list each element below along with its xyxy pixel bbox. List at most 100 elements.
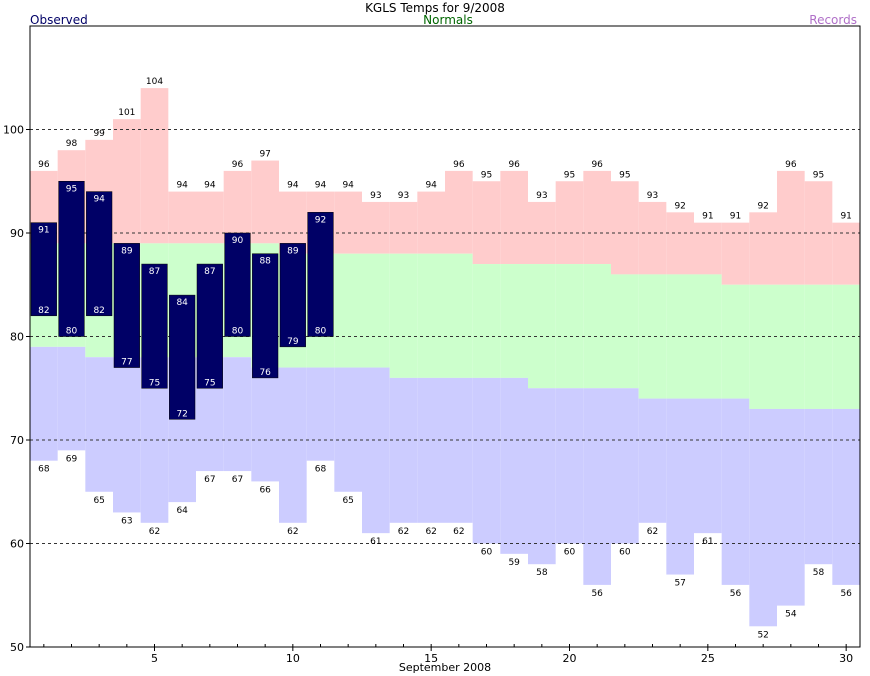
observed-low-label: 76 xyxy=(259,368,271,378)
record-low-band xyxy=(777,408,805,606)
record-low-label: 61 xyxy=(702,537,713,547)
observed-low-label: 79 xyxy=(287,337,299,347)
normal-band xyxy=(721,284,750,399)
observed-low-label: 77 xyxy=(121,358,132,368)
observed-high-label: 84 xyxy=(176,298,188,308)
observed-high-label: 95 xyxy=(66,184,77,194)
record-high-band xyxy=(445,170,473,254)
observed-high-label: 88 xyxy=(259,257,271,267)
record-low-band xyxy=(85,357,113,492)
record-low-label: 68 xyxy=(315,465,327,475)
normal-band xyxy=(445,253,473,378)
record-high-label: 94 xyxy=(425,181,437,191)
record-low-label: 65 xyxy=(342,496,353,506)
record-low-label: 62 xyxy=(453,527,464,537)
record-high-label: 94 xyxy=(204,181,216,191)
record-high-band xyxy=(196,191,224,244)
record-low-band xyxy=(749,408,777,627)
record-high-band xyxy=(472,181,501,265)
record-high-band xyxy=(638,201,667,275)
value-labels-layer: 96 68 98 69 99 65 101 63 104 62 94 64 94 67 96 67 97 66 94… xyxy=(38,77,852,640)
record-low-label: 61 xyxy=(370,537,381,547)
x-tick-label: 30 xyxy=(839,652,853,665)
normal-band xyxy=(389,253,418,378)
normal-band xyxy=(417,253,445,378)
record-high-band xyxy=(777,170,805,285)
record-high-label: 104 xyxy=(146,77,163,87)
grid-layer xyxy=(30,129,860,544)
record-high-label: 97 xyxy=(259,150,270,160)
record-low-band xyxy=(223,357,252,472)
record-high-label: 93 xyxy=(536,191,547,201)
record-high-label: 92 xyxy=(757,201,768,211)
normal-band xyxy=(528,264,556,389)
record-low-label: 52 xyxy=(757,630,768,640)
chart-title: KGLS Temps for 9/2008 xyxy=(365,1,505,15)
record-high-band xyxy=(583,170,611,265)
observed-bar xyxy=(113,243,140,368)
record-high-label: 96 xyxy=(508,160,520,170)
record-high-band xyxy=(417,191,445,254)
record-low-band xyxy=(57,346,86,451)
record-low-band xyxy=(611,388,639,544)
record-low-label: 68 xyxy=(38,465,50,475)
record-high-label: 93 xyxy=(647,191,658,201)
normal-band xyxy=(749,284,777,409)
record-high-band xyxy=(666,212,694,275)
record-low-label: 54 xyxy=(785,610,797,620)
record-high-label: 92 xyxy=(674,201,685,211)
record-high-label: 98 xyxy=(66,139,78,149)
record-high-label: 94 xyxy=(287,181,299,191)
x-tick-label: 15 xyxy=(424,652,438,665)
record-high-label: 99 xyxy=(93,129,105,139)
y-tick-label: 100 xyxy=(3,124,24,137)
record-low-band xyxy=(804,408,833,565)
record-high-band xyxy=(168,191,196,244)
observed-low-label: 82 xyxy=(93,306,104,316)
normal-band xyxy=(804,284,833,409)
record-low-band xyxy=(583,388,611,585)
record-low-label: 62 xyxy=(287,527,298,537)
normal-band xyxy=(334,253,362,368)
record-high-band xyxy=(500,170,528,265)
observed-high-label: 89 xyxy=(121,246,133,256)
record-low-label: 60 xyxy=(564,548,576,558)
y-tick-label: 60 xyxy=(10,538,24,551)
record-high-label: 96 xyxy=(453,160,465,170)
observed-bar xyxy=(307,212,334,337)
observed-bar xyxy=(30,222,57,317)
record-low-band xyxy=(832,408,860,585)
record-high-band xyxy=(555,181,584,265)
observed-bars-layer: 91 82 95 80 94 82 89 77 87 75 84 72 87 75 90 80 88 76 89 79… xyxy=(30,181,334,420)
observed-high-label: 87 xyxy=(204,267,215,277)
record-high-label: 94 xyxy=(315,181,327,191)
observed-high-label: 90 xyxy=(232,236,244,246)
legend-normals: Normals xyxy=(423,13,473,27)
observed-low-label: 80 xyxy=(66,327,78,337)
record-high-label: 96 xyxy=(38,160,50,170)
record-low-label: 56 xyxy=(840,589,852,599)
record-low-band xyxy=(334,367,362,492)
record-high-band xyxy=(389,201,418,254)
record-low-label: 63 xyxy=(121,516,132,526)
x-tick-label: 20 xyxy=(563,652,577,665)
record-low-band xyxy=(30,346,58,461)
record-high-label: 96 xyxy=(591,160,603,170)
record-high-label: 96 xyxy=(232,160,244,170)
observed-high-label: 94 xyxy=(93,195,105,205)
observed-high-label: 87 xyxy=(149,267,160,277)
record-low-label: 58 xyxy=(813,568,825,578)
observed-low-label: 80 xyxy=(315,327,327,337)
x-tick-label: 25 xyxy=(701,652,715,665)
observed-bar xyxy=(169,294,196,420)
record-low-label: 66 xyxy=(259,485,271,495)
observed-bar xyxy=(196,263,223,389)
record-low-band xyxy=(694,398,722,534)
record-low-label: 60 xyxy=(619,548,631,558)
legend-records: Records xyxy=(809,13,857,27)
record-low-label: 67 xyxy=(232,475,243,485)
x-tick-label: 5 xyxy=(151,652,158,665)
record-low-label: 64 xyxy=(176,506,188,516)
record-low-label: 60 xyxy=(481,548,493,558)
